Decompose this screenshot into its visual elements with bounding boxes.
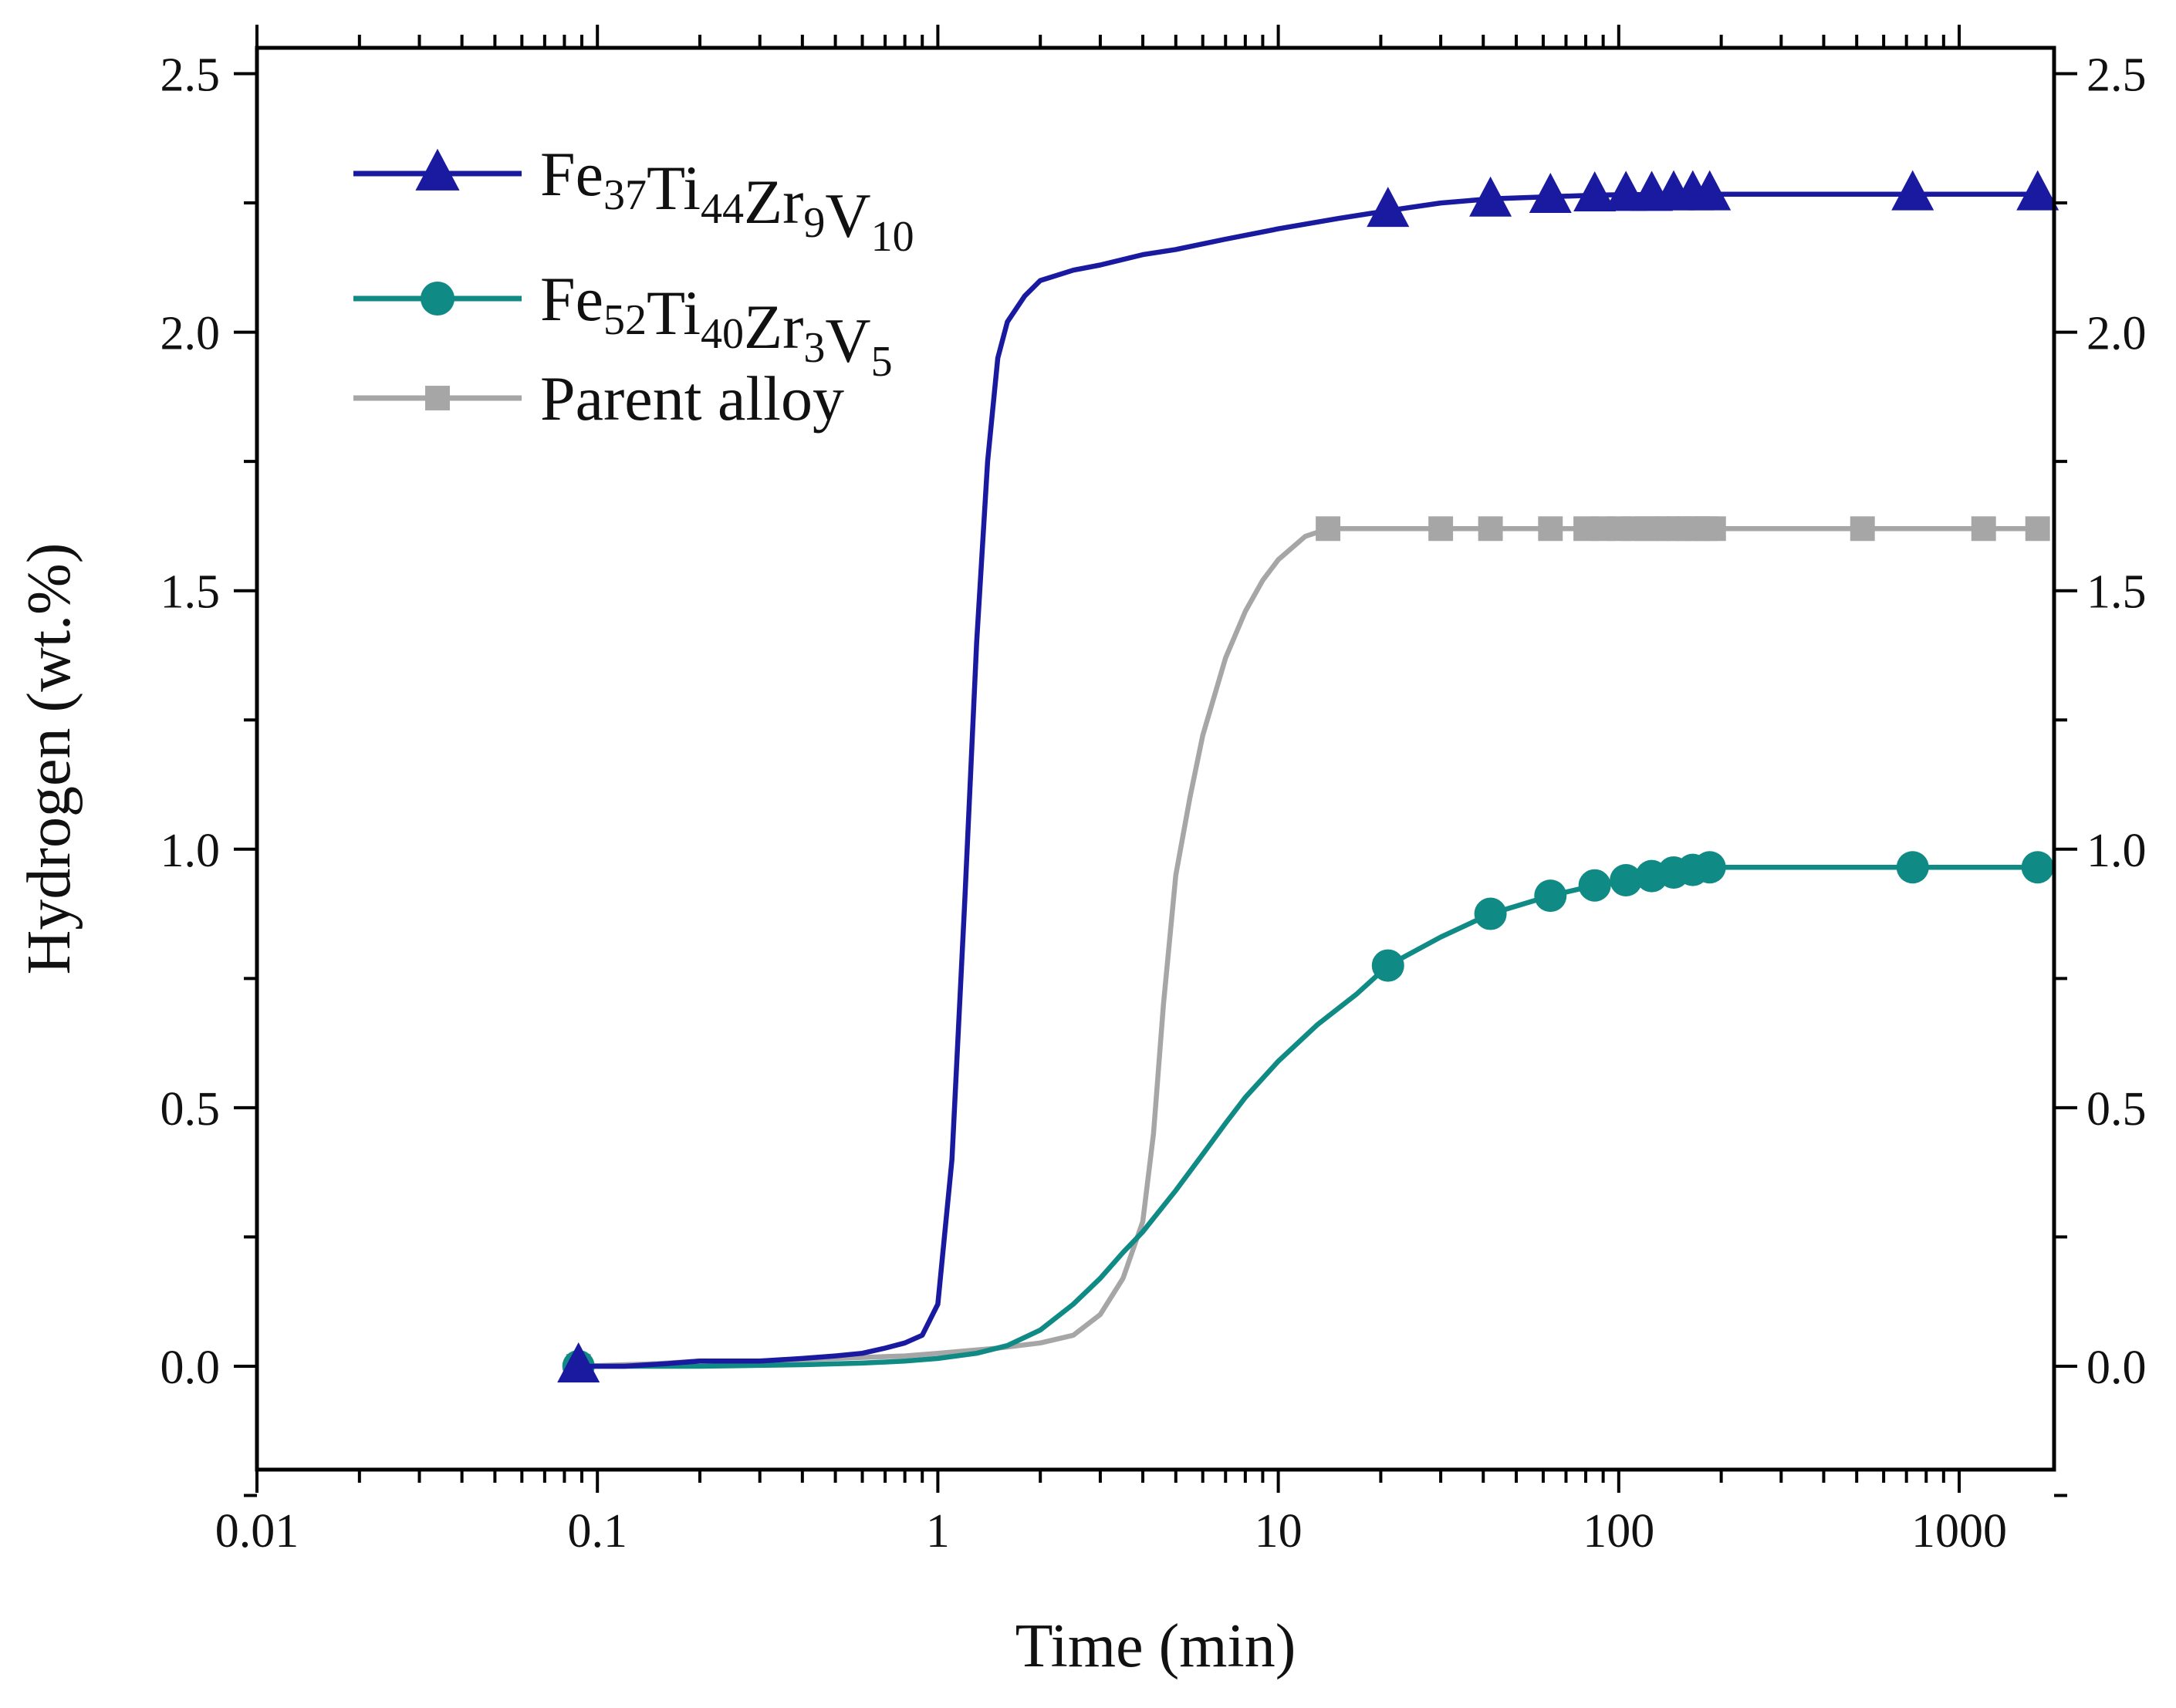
plot-frame (255, 46, 2056, 1472)
legend-label-subscript: 9 (803, 199, 825, 247)
data-point (1534, 879, 1567, 913)
legend-label-subscript: 52 (603, 296, 647, 344)
legend-entry: Fe52Ti40Zr3V5 (353, 264, 893, 386)
legend-label-subscript: 37 (603, 171, 647, 219)
legend-label-part: Ti (647, 278, 701, 348)
legend-label-part: Fe (540, 264, 603, 334)
series-layer (557, 170, 2059, 1382)
legend-label-subscript: 5 (871, 338, 893, 386)
legend-marker (425, 386, 450, 410)
data-point (1610, 863, 1643, 896)
legend-entry: Fe37Ti44Zr9V10 (353, 139, 914, 261)
y-tick-label-right: 0.0 (2086, 1342, 2147, 1394)
x-tick-label: 0.1 (567, 1505, 627, 1558)
y-tick-label: 0.0 (160, 1342, 221, 1394)
y-tick-label: 1.5 (160, 566, 221, 619)
x-tick-label: 10 (1255, 1505, 1303, 1558)
legend-label-part: Ti (647, 153, 701, 223)
data-point (1529, 173, 1572, 214)
legend-label-subscript: 40 (701, 310, 744, 358)
series-2 (566, 516, 2050, 1379)
data-point (1478, 516, 1503, 542)
data-point (1573, 171, 1617, 212)
x-tick-label: 1 (926, 1505, 950, 1558)
data-point (2021, 851, 2054, 884)
legend-label: Parent alloy (540, 363, 844, 434)
legend-label-part: V (825, 305, 870, 376)
data-point (557, 1342, 600, 1382)
series-line (576, 526, 2040, 1369)
data-point (1367, 187, 1410, 228)
y-tick-label-right: 1.0 (2086, 825, 2147, 877)
data-point (1538, 516, 1563, 542)
data-point (2016, 170, 2059, 211)
y-tick-label: 1.0 (160, 825, 221, 877)
data-point (1316, 516, 1341, 542)
data-point (1428, 516, 1454, 542)
legend-entry: Parent alloy (353, 363, 844, 434)
data-point (1693, 851, 1726, 884)
legend-label-subscript: 10 (871, 213, 914, 261)
series-1 (562, 851, 2054, 1382)
legend-marker (421, 282, 454, 316)
legend-label-part: Parent alloy (540, 363, 844, 434)
y-tick-label: 2.0 (160, 308, 221, 360)
y-tick-label-right: 2.5 (2086, 49, 2147, 102)
data-point (1688, 170, 1732, 211)
legend-marker (415, 148, 460, 191)
data-point (1971, 516, 1996, 542)
x-axis-title: Time (min) (1015, 1612, 1296, 1680)
series-line (576, 191, 2040, 1369)
legend-label-subscript: 44 (701, 185, 744, 233)
legend-label-part: Zr (744, 167, 803, 237)
series-0 (557, 170, 2059, 1382)
x-tick-label: 100 (1583, 1505, 1654, 1558)
y-tick-label: 0.5 (160, 1083, 221, 1136)
legend-label: Fe52Ti40Zr3V5 (540, 264, 893, 386)
legend-label: Fe37Ti44Zr9V10 (540, 139, 914, 261)
data-point (1474, 897, 1507, 930)
ticks-layer: 0.01 0.1 1 10 100 1000 0.0 0.0 0.5 0.5 1.0 1.0 1.5 1.… (160, 25, 2147, 1558)
y-tick-label-right: 2.0 (2086, 308, 2147, 360)
x-tick-label: 1000 (1911, 1505, 2007, 1558)
y-tick-label: 2.5 (160, 49, 221, 102)
y-axis-title: Hydrogen (wt.%) (15, 543, 83, 975)
data-point (1469, 176, 1512, 217)
data-point (1701, 516, 1726, 542)
legend-label-subscript: 3 (803, 324, 825, 372)
data-point (1891, 170, 1934, 211)
y-tick-label-right: 0.5 (2086, 1083, 2147, 1136)
data-point (1850, 516, 1875, 542)
x-tick-label: 0.01 (215, 1505, 299, 1558)
data-point (1371, 949, 1404, 982)
data-point (1896, 851, 1929, 884)
y-tick-label-right: 1.5 (2086, 566, 2147, 619)
legend-label-part: Fe (540, 139, 603, 209)
data-point (1578, 869, 1611, 902)
legend-label-part: Zr (744, 292, 803, 362)
legend-label-part: V (825, 181, 870, 251)
data-point (2025, 516, 2050, 542)
